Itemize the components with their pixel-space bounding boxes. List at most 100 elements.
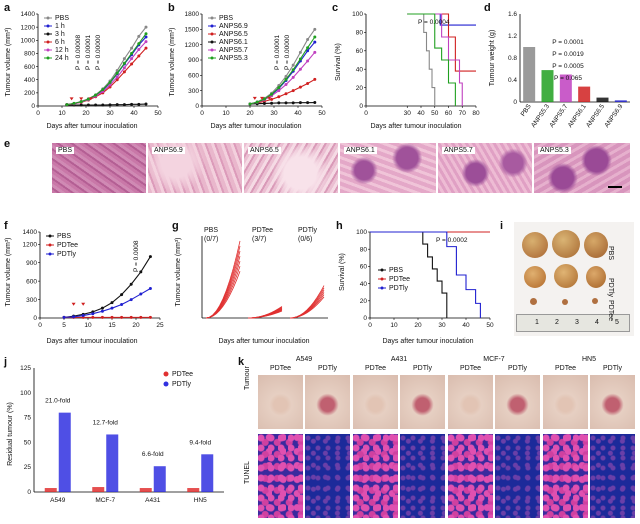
a-legend-2: 3 h: [55, 31, 65, 38]
a-point-4-10: [137, 47, 141, 51]
xlabel-h: Days after tumour inoculation: [382, 338, 473, 345]
k-tunel-0-1: [305, 434, 350, 518]
d-ytick-3: 1.2: [508, 33, 517, 40]
f-xtick-5: 25: [156, 322, 164, 329]
k-tunel-2-0: [448, 434, 493, 518]
b-xtick-0: 0: [200, 110, 204, 117]
f-point-2-4: [100, 309, 104, 313]
f-line-0: [63, 256, 151, 318]
k-header-2-1: PDTly: [507, 365, 528, 372]
j-legend-0: PDTee: [172, 371, 193, 378]
j-ytick-1: 25: [24, 464, 32, 471]
b-point-4-4: [277, 89, 281, 93]
h-legend-marker-2: [380, 286, 384, 290]
a-arrow-0: [69, 97, 74, 101]
a-pvalue-0: P = 0.00008: [75, 34, 82, 70]
xlabel-b: Days after tumour inoculation: [210, 123, 301, 130]
j-fold-3: 9.4-fold: [189, 439, 211, 446]
g-count-ly: (0/6): [298, 236, 312, 243]
d-category-0: PBS: [520, 103, 534, 118]
h-xtick-2: 20: [414, 322, 422, 329]
d-ytick-1: 0.4: [508, 77, 517, 84]
f-pvalue-0: P = 0.0008: [133, 240, 140, 272]
histology-anps61: ANPS6.1: [340, 143, 436, 193]
h-xtick-3: 30: [438, 322, 446, 329]
ylabel-f: Tumour volume (mm³): [5, 238, 12, 307]
a-ytick-3: 600: [24, 64, 35, 71]
a-arrow-1: [79, 97, 84, 101]
histology-label-anps53: ANPS5.3: [538, 147, 571, 154]
b-legend-marker-3: [210, 40, 214, 44]
f-point-2-3: [91, 312, 95, 316]
b-point-2-5: [284, 92, 288, 96]
j-category-1: MCF-7: [95, 497, 115, 504]
a-legend-4: 12 h: [55, 47, 69, 54]
k-tumour-photo-1-1: [400, 375, 445, 429]
a-point-0-8: [122, 57, 126, 61]
a-point-5-2: [79, 100, 83, 104]
h-line-2: [370, 231, 481, 318]
g-count-pbs: (0/7): [204, 236, 218, 243]
ruler: 1 2 3 4 5: [516, 314, 630, 332]
b-legend-4: ANPS5.7: [219, 47, 248, 54]
a-point-3-9: [130, 62, 134, 66]
a-point-4-6: [108, 83, 112, 87]
chart-h: Survival (%) Days after tumour inoculati…: [339, 229, 494, 345]
histology-anps53: ANPS5.3: [534, 143, 630, 193]
a-point-0-10: [137, 34, 141, 38]
a-point-0-9: [130, 46, 134, 50]
b-line-3: [249, 101, 315, 105]
c-ytick-3: 60: [356, 48, 364, 55]
f-point-2-5: [110, 306, 114, 310]
b-point-2-3: [270, 97, 274, 101]
a-point-3-11: [144, 46, 148, 50]
b-point-3-5: [284, 101, 288, 105]
chart-j: Residual tumour (%) 0 25 50 75 100 125 A549 21.…: [7, 365, 224, 504]
f-point-2-0: [62, 315, 66, 319]
ruler-2: 2: [555, 319, 559, 326]
d-pvalue-2: P = 0.0005: [552, 63, 584, 70]
b-xtick-5: 50: [318, 110, 326, 117]
d-ytick-2: 0.8: [508, 55, 517, 62]
f-xtick-1: 5: [62, 322, 66, 329]
row-label-tumour: Tumour: [244, 366, 251, 390]
ruler-4: 4: [595, 319, 599, 326]
g-curve-0-0: [205, 271, 241, 319]
a-pvalue-1: P = 0.00001: [85, 34, 92, 70]
b-point-5-3: [270, 92, 274, 96]
f-point-1-6: [120, 315, 124, 319]
f-legend-marker-0: [48, 234, 52, 238]
h-ytick-4: 80: [360, 246, 368, 253]
b-point-3-4: [277, 101, 281, 105]
tumour-ly-3: [586, 266, 606, 288]
a-ytick-0: 0: [31, 103, 35, 110]
f-point-0-9: [148, 255, 152, 259]
b-point-3-7: [298, 101, 302, 105]
k-tumour-photo-1-0: [353, 375, 398, 429]
ruler-1: 1: [535, 319, 539, 326]
b-xtick-4: 40: [294, 110, 302, 117]
f-legend-2: PDTly: [57, 251, 77, 258]
f-ytick-2: 600: [26, 278, 37, 285]
d-bar-4: [596, 97, 609, 102]
j-legend-marker-1: [163, 381, 169, 387]
b-point-3-6: [291, 101, 295, 105]
chart-d: Tumour weight (g) 00.40.81.21.6PBSANPS5.…: [489, 11, 630, 129]
panel-label-e: e: [4, 138, 11, 150]
row-label-ee: PDTee: [607, 300, 614, 322]
tumour-pbs-1: [522, 232, 548, 258]
b-legend-5: ANPS5.3: [219, 55, 248, 62]
histology-anps57: ANPS5.7: [438, 143, 532, 193]
f-arrow-1: [81, 302, 86, 306]
a-xtick-2: 20: [82, 110, 90, 117]
a-point-4-8: [122, 66, 126, 70]
f-point-0-5: [110, 301, 114, 305]
c-xtick-5: 70: [459, 110, 467, 117]
k-tunel-0-0: [258, 434, 303, 518]
h-legend-marker-0: [380, 268, 384, 272]
panel-label-b: b: [168, 2, 175, 14]
b-point-2-4: [277, 95, 281, 99]
f-point-0-8: [139, 270, 143, 274]
a-point-4-7: [115, 75, 119, 79]
f-xtick-4: 20: [132, 322, 140, 329]
